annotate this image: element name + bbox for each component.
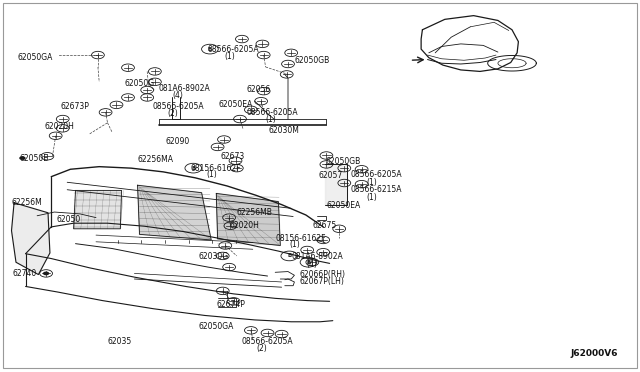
Text: (1): (1): [224, 52, 235, 61]
Text: 08566-6205A: 08566-6205A: [152, 102, 204, 110]
Text: 62256MB: 62256MB: [237, 208, 273, 217]
Text: B: B: [191, 166, 195, 171]
Text: 081A6-8902A: 081A6-8902A: [159, 84, 211, 93]
Text: (4): (4): [306, 260, 317, 269]
Polygon shape: [325, 164, 347, 205]
Text: 08156-6162F: 08156-6162F: [275, 234, 326, 243]
Polygon shape: [74, 190, 122, 229]
Text: 08566-6205A: 08566-6205A: [208, 45, 260, 54]
Text: 62050GB: 62050GB: [325, 157, 360, 166]
Text: 62050GA: 62050GA: [198, 322, 234, 331]
Text: 62020H: 62020H: [45, 122, 75, 131]
Text: 08566-6205A: 08566-6205A: [242, 337, 294, 346]
Polygon shape: [216, 193, 280, 246]
Text: B: B: [208, 46, 212, 52]
Text: 62020H: 62020H: [229, 221, 259, 230]
Text: 08566-6215A: 08566-6215A: [351, 185, 402, 194]
Text: 08566-6205A: 08566-6205A: [246, 108, 298, 117]
Text: 62050E: 62050E: [19, 154, 48, 163]
Text: 62673P: 62673P: [61, 102, 90, 110]
Text: (2): (2): [168, 109, 179, 118]
Text: 62050GA: 62050GA: [18, 53, 53, 62]
Text: 62050: 62050: [56, 215, 81, 224]
Text: 62050EA: 62050EA: [219, 100, 253, 109]
Text: (1): (1): [206, 170, 217, 179]
Text: 081A6-8902A: 081A6-8902A: [291, 252, 343, 261]
Text: 62050EA: 62050EA: [326, 201, 361, 210]
Text: 62050G: 62050G: [125, 79, 155, 88]
Text: 62674P: 62674P: [216, 300, 245, 309]
Text: 62066P(RH): 62066P(RH): [300, 270, 346, 279]
Text: 62050GB: 62050GB: [294, 56, 330, 65]
Text: 08156-6162F: 08156-6162F: [191, 164, 241, 173]
Text: B: B: [287, 253, 291, 259]
Text: (1): (1): [366, 178, 377, 187]
Text: 62067P(LH): 62067P(LH): [300, 278, 344, 286]
Text: 62057: 62057: [319, 171, 343, 180]
Circle shape: [19, 156, 26, 160]
Text: B: B: [307, 260, 310, 265]
Text: 08566-6205A: 08566-6205A: [351, 170, 403, 179]
Text: (1): (1): [289, 240, 300, 249]
Text: (1): (1): [366, 193, 377, 202]
Text: 62035: 62035: [108, 337, 132, 346]
Text: 62673: 62673: [221, 152, 245, 161]
Text: 62030G: 62030G: [198, 252, 228, 261]
Text: (2): (2): [256, 344, 267, 353]
Polygon shape: [138, 185, 211, 240]
Circle shape: [43, 272, 49, 275]
Text: 62030M: 62030M: [269, 126, 300, 135]
Text: 62056: 62056: [246, 85, 271, 94]
Text: (1): (1): [266, 115, 276, 124]
Text: J62000V6: J62000V6: [570, 349, 618, 358]
Text: 62090: 62090: [165, 137, 189, 146]
Text: 62740: 62740: [13, 269, 37, 278]
Text: 62256MA: 62256MA: [138, 155, 173, 164]
Text: 62256M: 62256M: [12, 198, 42, 207]
Polygon shape: [12, 203, 50, 275]
Text: (4): (4): [173, 92, 184, 100]
Text: 62675: 62675: [312, 221, 337, 230]
